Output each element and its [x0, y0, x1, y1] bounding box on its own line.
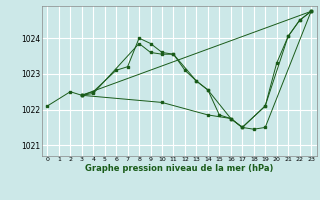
X-axis label: Graphe pression niveau de la mer (hPa): Graphe pression niveau de la mer (hPa) — [85, 164, 273, 173]
